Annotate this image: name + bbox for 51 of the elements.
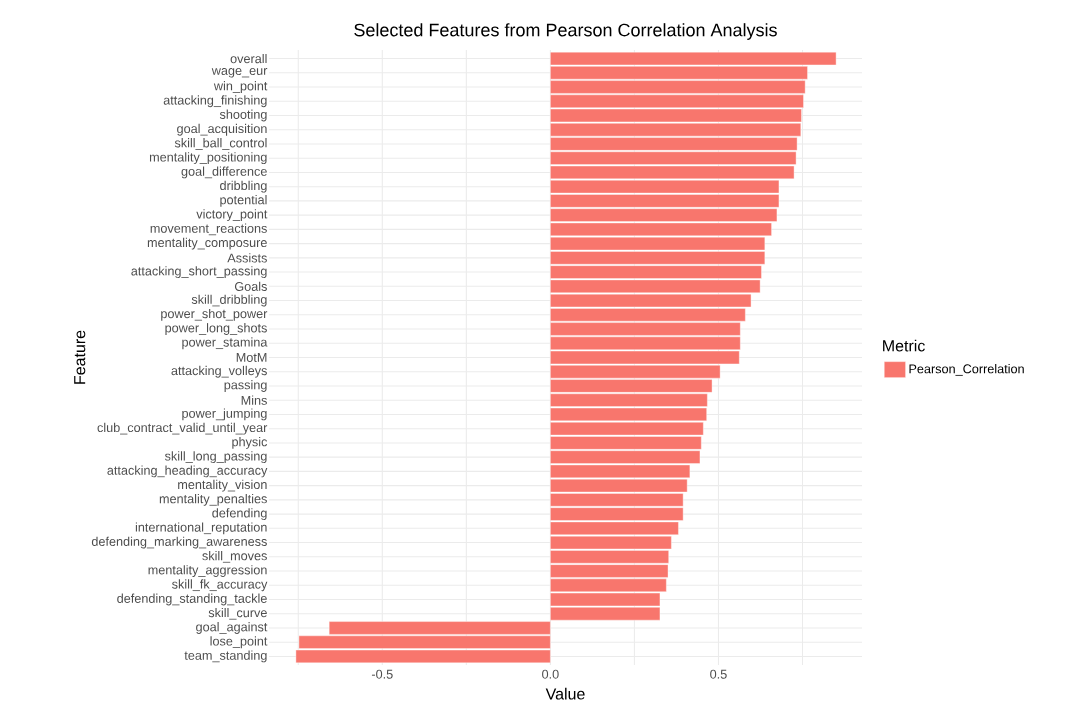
y-tick-label: mentality_vision xyxy=(178,479,267,492)
y-tick-label: skill_moves xyxy=(202,550,267,563)
y-tick-label: team_standing xyxy=(184,650,267,663)
x-axis-title: Value xyxy=(545,687,585,700)
x-tick-label: -0.5 xyxy=(371,669,393,679)
y-tick-label: movement_reactions xyxy=(150,223,267,236)
y-tick-label: attacking_short_passing xyxy=(131,266,267,278)
y-tick-label: dribbling xyxy=(220,180,267,193)
y-tick-label: skill_long_passing xyxy=(164,451,267,464)
y-tick-label: skill_fk_accuracy xyxy=(172,579,268,592)
chart-title: Selected Features from Pearson Correlation Analysis xyxy=(354,23,777,40)
y-tick-label: defending_standing_tackle xyxy=(117,593,267,606)
y-tick-label: skill_dribbling xyxy=(191,294,267,307)
y-tick-label: wage_eur xyxy=(211,68,268,78)
y-tick-label: attacking_volleys xyxy=(171,365,267,378)
y-tick-label: goal_acquisition xyxy=(177,123,267,136)
y-tick-label: lose_point xyxy=(210,636,268,649)
y-axis-title: Feature xyxy=(74,330,86,384)
y-tick-label: victory_point xyxy=(196,209,268,222)
legend-label: Pearson_Correlation xyxy=(909,364,1024,376)
y-tick-label: mentality_composure xyxy=(147,237,267,250)
y-tick-label: defending_marking_awareness xyxy=(91,536,267,549)
x-tick-label: 0.5 xyxy=(710,669,727,679)
y-tick-label: MotM xyxy=(236,353,267,362)
y-tick-label: power_stamina xyxy=(182,337,268,350)
y-tick-label: shooting xyxy=(219,109,267,122)
y-tick-label: power_jumping xyxy=(182,408,267,421)
y-tick-label: defending xyxy=(212,508,267,520)
y-tick-label: Goals xyxy=(234,281,267,291)
y-tick-label: attacking_heading_accuracy xyxy=(107,465,268,478)
y-tick-label: skill_ball_control xyxy=(174,138,267,150)
y-tick-label: power_shot_power xyxy=(161,308,268,321)
y-tick-label: overall xyxy=(230,53,267,64)
y-tick-label: club_contract_valid_until_year xyxy=(97,422,268,435)
y-tick-label: potential xyxy=(220,195,267,207)
y-tick-label: power_long_shots xyxy=(165,323,267,335)
y-tick-label: mentality_penalties xyxy=(159,493,267,506)
y-tick-label: mentality_positioning xyxy=(149,152,267,165)
y-tick-label: international_reputation xyxy=(135,522,267,535)
y-tick-label: win_point xyxy=(213,81,268,93)
y-tick-label: mentality_aggression xyxy=(148,565,267,577)
x-tick-label: 0.0 xyxy=(542,669,559,679)
y-tick-label: passing xyxy=(224,380,267,392)
legend-title: Metric xyxy=(883,339,925,352)
y-tick-label: Mins xyxy=(241,395,267,405)
y-tick-label: goal_against xyxy=(196,622,268,634)
y-tick-label: attacking_finishing xyxy=(163,95,267,108)
y-tick-label: goal_difference xyxy=(181,166,267,179)
y-tick-label: Assists xyxy=(227,253,267,263)
y-tick-label: skill_curve xyxy=(208,607,267,620)
y-tick-label: physic xyxy=(232,437,268,449)
